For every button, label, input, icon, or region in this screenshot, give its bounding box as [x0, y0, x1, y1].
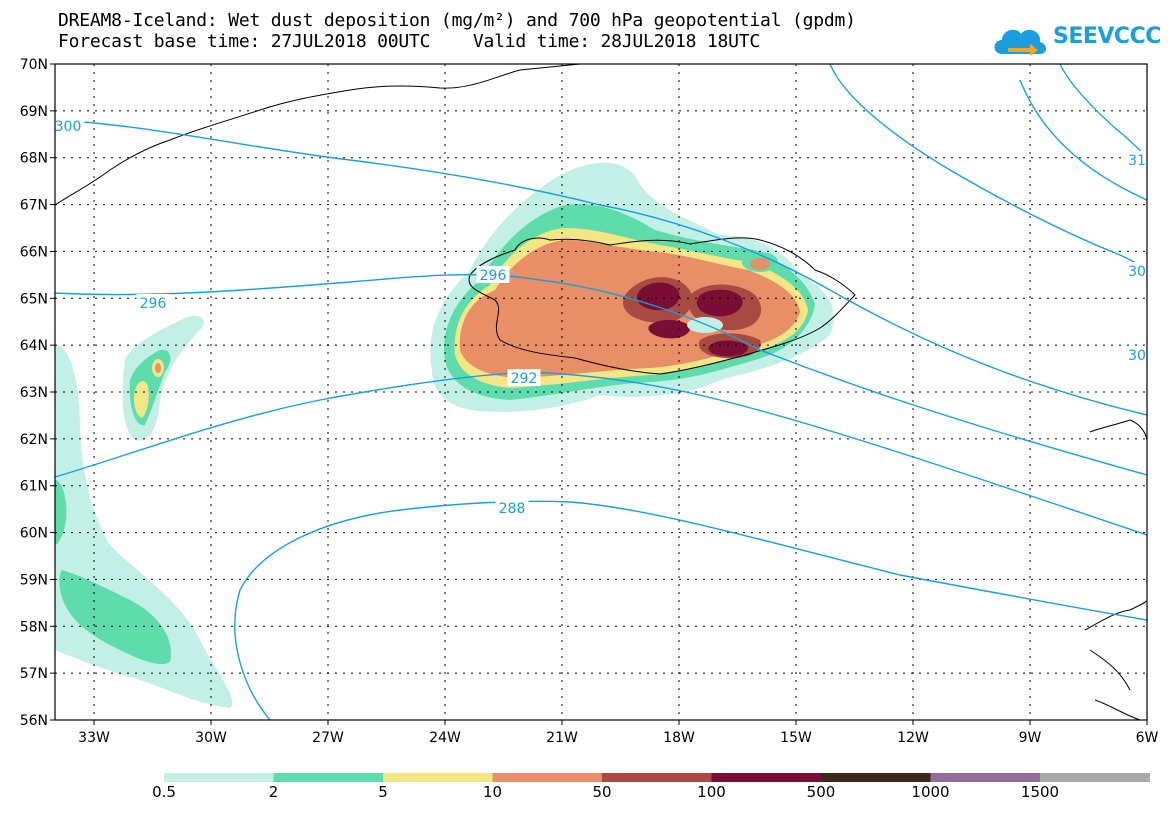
title-line-2: Forecast base time: 27JUL2018 00UTC Vali… [58, 31, 761, 52]
lon-tick-label: 33W [78, 730, 110, 746]
lon-tick-label: 9W [1019, 730, 1042, 746]
lon-tick-label: 30W [195, 730, 227, 746]
contour-label: 30 [1128, 348, 1146, 364]
lat-tick-label: 66N [20, 244, 48, 260]
colorbar-swatch [602, 773, 712, 782]
colorbar-label: 1000 [911, 783, 950, 801]
latitude-axis: 70N 69N 68N 67N 66N 65N 64N 63N 62N 61N 60N 59N 58N 5… [20, 57, 55, 729]
colorbar-label: 1500 [1020, 783, 1060, 801]
colorbar-label: 10 [482, 783, 503, 801]
lat-tick-label: 67N [20, 198, 48, 214]
cloud-arrow-icon [994, 29, 1046, 56]
coastlines [54, 63, 1148, 721]
colorbar-swatch [711, 773, 822, 782]
title-line-1: DREAM8-Iceland: Wet dust deposition (mg/… [58, 10, 856, 31]
contour-label-bg [495, 499, 529, 516]
colorbar-swatch [273, 773, 384, 782]
lat-tick-label: 58N [20, 619, 48, 635]
colorbar-swatch [164, 773, 274, 782]
dust-deposition-shading [55, 162, 834, 708]
lat-tick-label: 65N [20, 291, 48, 307]
chart-title: DREAM8-Iceland: Wet dust deposition (mg/… [58, 10, 856, 52]
colorbar-swatch [383, 773, 493, 782]
contour-label-bg [136, 294, 170, 311]
logo-text: SEEVCCC [1053, 24, 1161, 49]
lat-tick-label: 68N [20, 151, 48, 167]
contour-label: 31 [1128, 153, 1146, 169]
contour-label-bg [507, 369, 541, 386]
lon-tick-label: 6W [1136, 730, 1159, 746]
colorbar-swatch [821, 773, 931, 782]
lon-tick-label: 27W [312, 730, 344, 746]
colorbar-label: 500 [806, 783, 836, 801]
lat-tick-label: 56N [20, 713, 48, 729]
contour-label: 296 [140, 296, 167, 312]
colorbar [164, 773, 1150, 782]
lat-tick-label: 63N [20, 385, 48, 401]
lon-tick-label: 24W [429, 730, 461, 746]
colorbar-label: 50 [592, 783, 612, 801]
lat-tick-label: 64N [20, 338, 48, 354]
colorbar-label: 100 [697, 783, 726, 801]
lat-tick-label: 61N [20, 479, 48, 495]
geopotential-contours [54, 63, 1148, 721]
lat-tick-label: 59N [20, 572, 48, 588]
graticule [55, 64, 1147, 720]
lon-tick-label: 21W [546, 730, 578, 746]
contour-label-bg [1125, 262, 1149, 279]
lat-tick-label: 70N [20, 57, 48, 73]
contour-labels: 300 296 296 292 288 31 30 30 [51, 117, 1149, 517]
contour-label: 296 [480, 268, 507, 284]
colorbar-label: 5 [378, 783, 388, 801]
lon-tick-label: 15W [780, 730, 812, 746]
colorbar-swatch [930, 773, 1041, 782]
lat-tick-label: 69N [20, 104, 48, 120]
contour-label-bg [476, 266, 510, 283]
colorbar-swatch [492, 773, 603, 782]
longitude-axis: 33W 30W 27W 24W 21W 18W 15W 12W 9W 6W [78, 720, 1159, 746]
lon-tick-label: 12W [897, 730, 929, 746]
lat-tick-label: 57N [20, 666, 48, 682]
colorbar-label: 0.5 [152, 783, 176, 801]
colorbar-swatch [1040, 773, 1150, 782]
contour-label-bg [1125, 346, 1149, 363]
contour-label-bg [1125, 151, 1149, 168]
seevccc-logo: SEEVCCC [990, 18, 1161, 62]
contour-label-bg [51, 117, 85, 134]
lat-tick-label: 62N [20, 432, 48, 448]
contour-label: 292 [511, 371, 538, 387]
contour-label: 300 [55, 119, 82, 135]
colorbar-label: 2 [268, 783, 279, 801]
lon-tick-label: 18W [663, 730, 695, 746]
contour-label: 288 [499, 501, 526, 517]
lat-tick-label: 60N [20, 526, 48, 542]
contour-label: 30 [1128, 264, 1146, 280]
